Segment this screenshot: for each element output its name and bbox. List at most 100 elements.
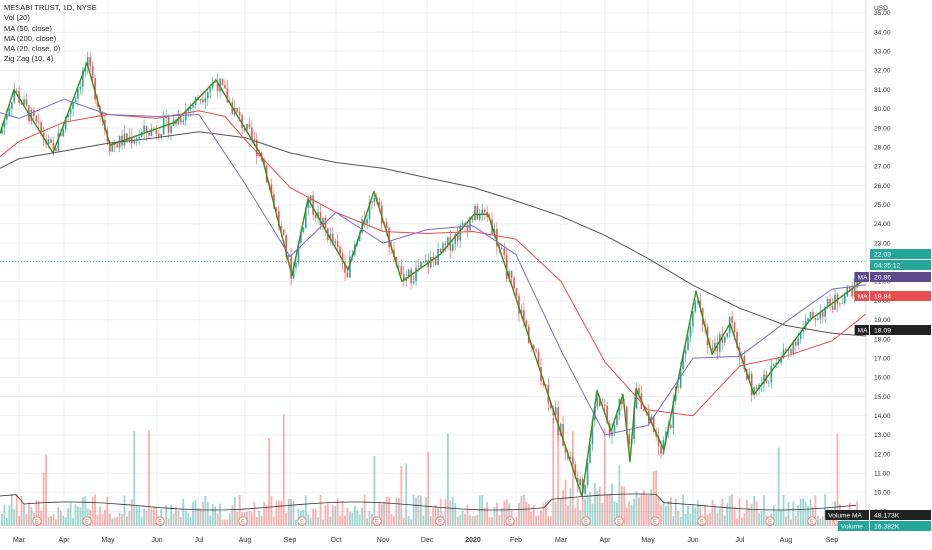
price-tick-6: 15.00: [874, 394, 891, 401]
legend-ma20[interactable]: MA (20, close, 0): [4, 44, 61, 54]
volume-bar-78: [192, 501, 194, 526]
badge-name-ma50: MA: [858, 294, 868, 301]
volume-bar-68: [167, 518, 170, 526]
volume-bar-182: [447, 433, 449, 526]
indicator-lines: [0, 62, 879, 511]
volume-bar-162: [398, 497, 400, 526]
volume-bar-322: [790, 519, 792, 526]
legend-symbol[interactable]: MESABI TRUST, 1D, NYSE: [4, 3, 97, 12]
volume-bar-174: [427, 451, 430, 526]
volume-bar-328: [804, 501, 807, 526]
candle-body-251: [616, 415, 618, 426]
volume-bar-43: [106, 496, 109, 526]
candle-body-9: [23, 99, 25, 105]
candle-body-101: [248, 123, 251, 128]
candle-body-188: [461, 223, 464, 226]
volume-bar-148: [363, 494, 366, 526]
volume-bars: [1, 414, 858, 526]
volume-bar-16: [40, 510, 43, 526]
volume-bar-154: [378, 503, 381, 526]
price-tick-16: 25.00: [874, 202, 891, 209]
volume-bar-117: [287, 499, 290, 526]
candle-body-131: [322, 218, 324, 225]
volume-bar-61: [150, 507, 153, 526]
candle-body-123: [302, 227, 305, 233]
volume-bar-39: [96, 514, 99, 526]
candle-body-2: [6, 115, 8, 120]
candle-body-17: [42, 132, 45, 140]
candle-body-38: [94, 78, 96, 100]
candle-body-196: [481, 209, 483, 214]
volume-bar-157: [385, 497, 388, 526]
earnings-marker-6: [435, 516, 445, 526]
candle-body-15: [37, 121, 40, 123]
candle-body-154: [378, 201, 381, 206]
volume-bar-216: [530, 511, 533, 526]
price-tick-25: 34.00: [874, 29, 891, 36]
candle-body-10: [25, 99, 28, 106]
volume-bar-289: [709, 512, 711, 526]
candle-body-197: [483, 209, 486, 212]
candle-body-228: [559, 423, 562, 435]
candle-body-58: [143, 125, 145, 133]
volume-bar-321: [787, 501, 790, 526]
badge-value-countdown: 04:35:12: [874, 263, 901, 270]
volume-bar-158: [388, 497, 390, 526]
price-tick-8: 17.00: [874, 355, 891, 362]
candle-body-217: [532, 345, 535, 350]
volume-bar-25: [62, 515, 65, 526]
volume-bar-211: [518, 503, 520, 526]
legend-zigzag[interactable]: Zig Zag (10, 4): [4, 54, 54, 64]
candle-body-172: [422, 261, 425, 263]
time-tick-4: Jul: [195, 537, 204, 544]
candle-body-233: [572, 457, 574, 465]
earnings-marker-2: [155, 516, 165, 526]
volume-bar-199: [488, 517, 491, 526]
volume-bar-112: [275, 501, 278, 526]
earnings-marker-label-12: E: [768, 519, 772, 525]
candle-body-249: [611, 431, 613, 436]
volume-bar-265: [650, 489, 653, 526]
candle-body-151: [371, 201, 373, 203]
time-tick-5: Aug: [239, 537, 252, 544]
volume-bar-50: [123, 495, 126, 526]
price-tick-21: 30.00: [874, 106, 891, 113]
volume-bar-146: [358, 514, 361, 526]
candle-body-194: [476, 206, 479, 220]
volume-bar-85: [209, 515, 212, 526]
volume-bar-113: [277, 500, 280, 526]
badge-bg-ma50: [870, 291, 931, 301]
time-tick-6: Sep: [284, 537, 297, 544]
volume-bar-248: [608, 493, 611, 526]
candle-body-336: [824, 306, 826, 317]
volume-bar-275: [674, 498, 677, 526]
volume-bar-33: [81, 496, 84, 526]
volume-bar-210: [515, 517, 518, 526]
candle-body-178: [437, 248, 439, 265]
volume-bar-86: [211, 503, 214, 526]
volume-bar-103: [253, 502, 256, 526]
volume-bar-305: [748, 508, 751, 526]
candle-body-81: [199, 99, 202, 101]
candle-body-75: [184, 110, 187, 121]
legend-ma50[interactable]: MA (50, close): [4, 23, 52, 33]
candle-body-237: [581, 479, 584, 494]
candle-body-124: [305, 207, 307, 228]
time-tick-11: Feb: [510, 537, 522, 544]
volume-bar-119: [292, 500, 295, 526]
volume-bar-167: [410, 519, 413, 526]
candle-body-322: [790, 349, 792, 354]
legend-volume[interactable]: Vol (20): [4, 13, 30, 23]
volume-bar-15: [37, 500, 40, 526]
volume-bar-145: [356, 510, 359, 526]
volume-bar-292: [716, 512, 719, 526]
volume-bar-136: [334, 506, 337, 526]
candle-body-324: [795, 342, 797, 346]
volume-bar-242: [594, 483, 596, 526]
candle-body-247: [606, 405, 608, 424]
legend-ma200[interactable]: MA (200, close): [4, 33, 57, 43]
volume-bar-188: [461, 510, 464, 526]
volume-bar-80: [197, 508, 199, 526]
volume-bar-274: [672, 516, 675, 526]
